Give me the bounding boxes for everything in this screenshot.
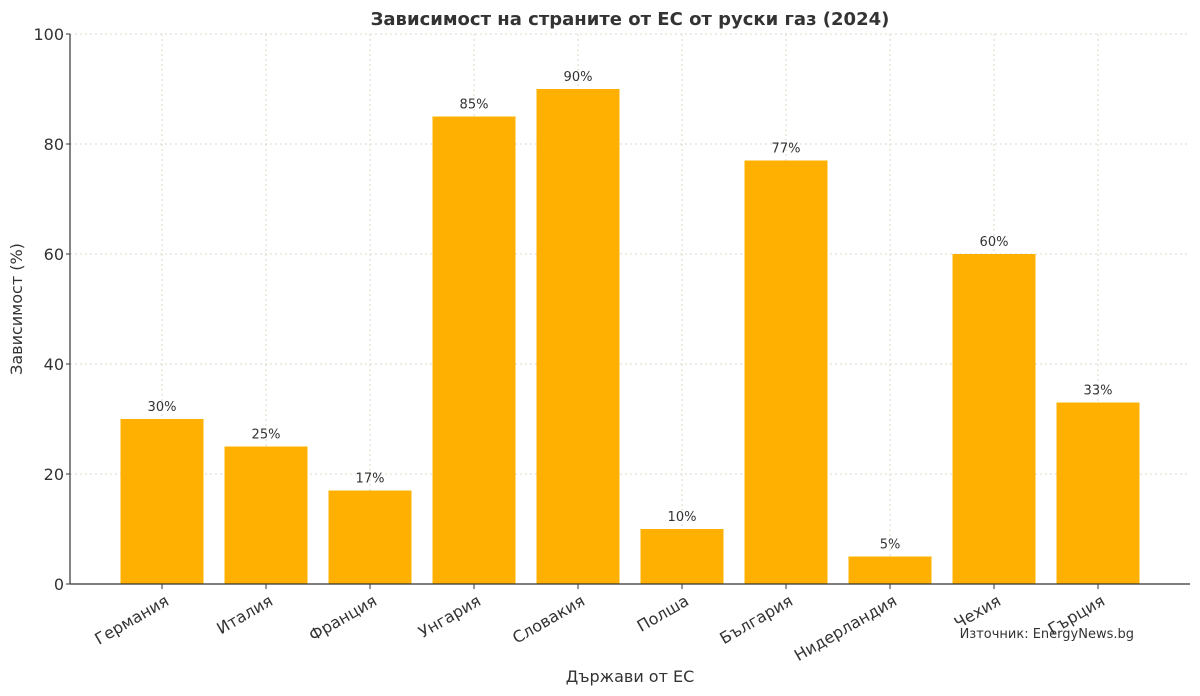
x-tick-label: Словакия [509,591,588,648]
bar [640,529,724,584]
bar [536,89,620,584]
x-axis-label: Държави от ЕС [566,667,695,686]
y-tick-label: 80 [44,135,64,154]
bar [432,116,516,584]
bar-value-label: 25% [252,428,281,443]
bar-value-label: 5% [880,538,901,553]
bar-value-label: 90% [564,70,593,85]
bar-value-label: 77% [772,142,801,157]
bar [1056,402,1140,584]
y-tick-label: 0 [54,575,64,594]
y-tick-label: 100 [33,25,64,44]
bar [744,160,828,584]
bars: 30% 25% 17% 85% 90% 10% 77% 5% 60% 33% [120,70,1140,584]
x-tick-label: Полша [634,591,692,636]
bar-value-label: 17% [356,472,385,487]
x-tick-label: Франция [305,591,380,645]
y-tick-label: 20 [44,465,64,484]
x-tick-label: Италия [213,591,276,638]
y-axis-label: Зависимост (%) [7,243,26,375]
bar [952,254,1036,584]
y-tick-label: 60 [44,245,64,264]
bar [224,446,308,584]
x-tick-label: Германия [91,591,172,649]
bar [848,556,932,584]
bar-value-label: 33% [1084,384,1113,399]
source-note: Източник: EnergyNews.bg [960,627,1134,642]
chart-title: Зависимост на страните от ЕС от руски га… [371,9,890,30]
bar-value-label: 85% [460,98,489,113]
bar-value-label: 60% [980,235,1009,250]
bar-value-label: 30% [148,400,177,415]
x-tick-label: Нидерландия [791,591,900,665]
bar [120,419,204,584]
x-tick-label: Унгария [415,591,484,642]
bar [328,490,412,584]
bar-value-label: 10% [668,510,697,525]
x-tick-label: България [716,591,796,648]
y-tick-label: 40 [44,355,64,374]
